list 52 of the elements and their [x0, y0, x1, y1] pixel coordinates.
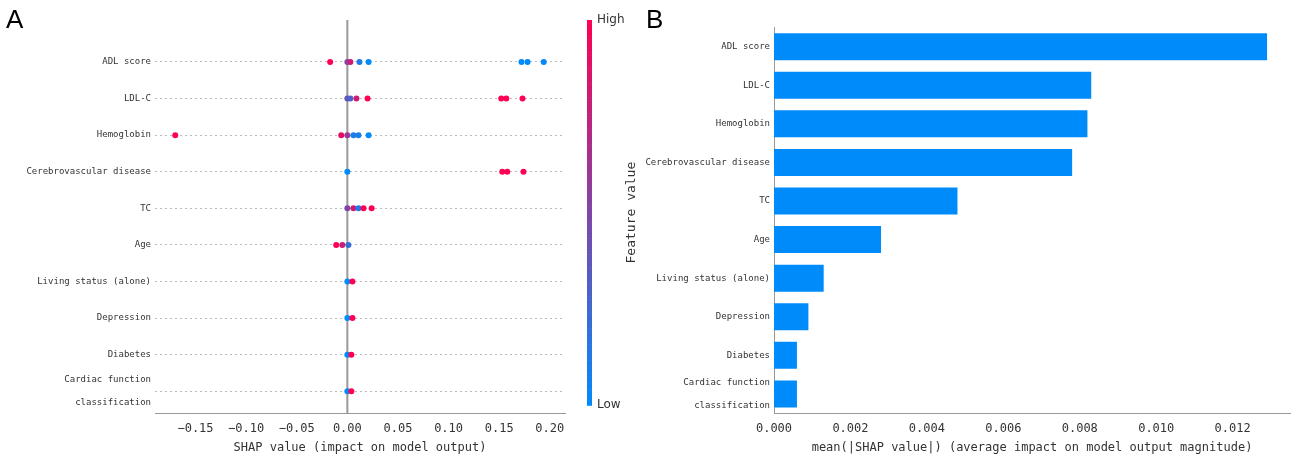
x-tick-label: 0.006: [985, 420, 1022, 435]
y-tick-label: ADL score: [102, 56, 151, 67]
y-tick-label: Age: [753, 233, 770, 244]
color-bar-label: Low: [597, 397, 621, 412]
y-tick-label: TC: [759, 195, 770, 206]
bar: [774, 226, 882, 254]
chart-title: B: [646, 4, 664, 35]
x-tick-label: −0.05: [278, 420, 315, 435]
x-tick-label: 0.010: [1138, 420, 1175, 435]
x-axis-title: mean(|SHAP value|) (average impact on model output magnitude): [811, 439, 1253, 454]
category-label: Cardiac function classification: [683, 376, 770, 410]
bar: [774, 33, 1268, 61]
x-tick-label: −0.10: [228, 420, 265, 435]
y-tick-label: Age: [134, 239, 151, 250]
y-tick-label: Depression: [96, 312, 151, 323]
y-tick-label: Hemoglobin: [96, 129, 151, 140]
x-tick-label: −0.15: [177, 420, 214, 435]
bar: [774, 187, 958, 215]
bar: [774, 303, 809, 331]
x-tick-label: 0.15: [484, 420, 514, 435]
y-tick-label: Hemoglobin: [715, 118, 770, 129]
y-tick-label: Depression: [715, 311, 770, 322]
color-bar-label: High: [597, 12, 625, 27]
x-tick-label: 0.20: [535, 420, 565, 435]
x-tick-label: 0.10: [434, 420, 464, 435]
x-tick-label: 0.00: [332, 420, 362, 435]
x-tick-label: 0.002: [832, 420, 869, 435]
y-tick-label: Living status (alone): [37, 275, 151, 286]
color-bar-title: Feature value: [623, 161, 639, 264]
chart-title: A: [6, 4, 24, 35]
x-tick-label: 0.012: [1214, 420, 1251, 435]
x-tick-label: 0.000: [755, 420, 793, 435]
bar: [774, 264, 824, 292]
x-tick-label: 0.05: [383, 420, 413, 435]
category-label: Cardiac function classification: [64, 373, 151, 408]
bar: [774, 110, 1088, 138]
x-tick-label: 0.008: [1061, 420, 1098, 435]
y-tick-label: Cerebrovascular disease: [26, 166, 151, 177]
y-tick-label: Diabetes: [107, 349, 151, 359]
y-tick-label: ADL score: [721, 41, 770, 52]
bar: [774, 71, 1092, 99]
y-tick-label: LDL-C: [123, 92, 151, 103]
y-tick-label: Diabetes: [726, 349, 770, 360]
bar: [774, 380, 797, 408]
y-tick-label: Living status (alone): [656, 272, 770, 283]
y-tick-label: Cerebrovascular disease: [645, 156, 770, 167]
bar: [774, 341, 797, 369]
y-tick-label: LDL-C: [742, 79, 770, 90]
x-axis-title: SHAP value (impact on model output): [233, 439, 487, 454]
x-tick-label: 0.004: [908, 420, 945, 435]
bar: [774, 148, 1073, 176]
y-tick-label: TC: [140, 202, 151, 213]
